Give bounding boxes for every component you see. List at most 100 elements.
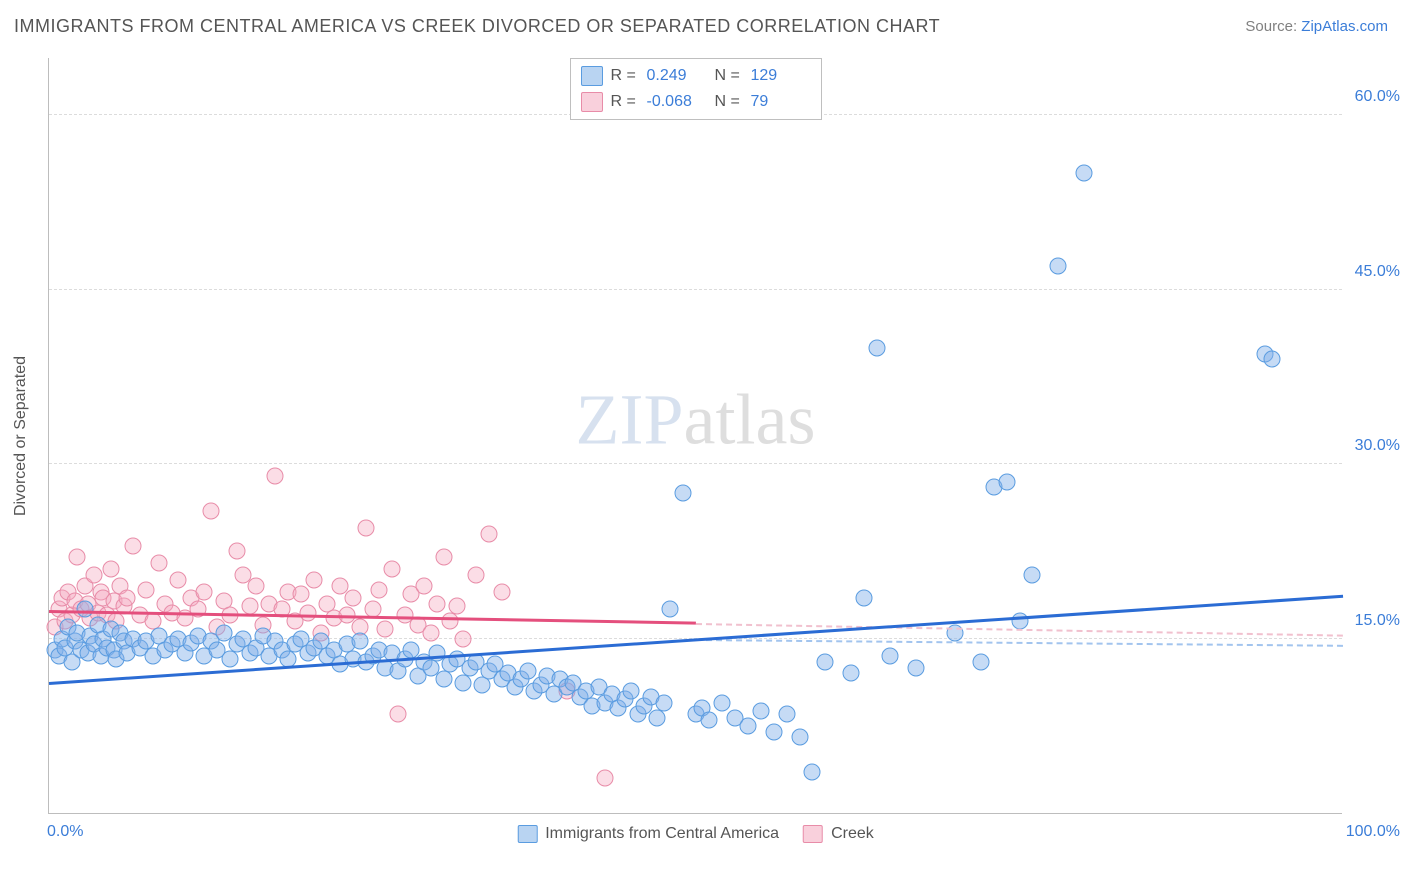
scatter-point-pink: [228, 543, 245, 560]
gridline: [49, 289, 1342, 290]
scatter-point-blue: [804, 764, 821, 781]
scatter-point-pink: [468, 566, 485, 583]
scatter-point-pink: [241, 597, 258, 614]
scatter-point-blue: [1024, 566, 1041, 583]
scatter-point-pink: [422, 624, 439, 641]
scatter-point-blue: [817, 653, 834, 670]
scatter-point-pink: [138, 581, 155, 598]
legend-item-blue: Immigrants from Central America: [517, 825, 779, 843]
scatter-point-pink: [442, 613, 459, 630]
y-tick-label: 30.0%: [1346, 437, 1400, 455]
scatter-point-pink: [377, 621, 394, 638]
scatter-point-blue: [455, 674, 472, 691]
scatter-point-pink: [358, 520, 375, 537]
scatter-point-blue: [351, 632, 368, 649]
legend-label-blue: Immigrants from Central America: [545, 825, 779, 843]
legend-stats: R = 0.249 N = 129 R = -0.068 N = 79: [570, 58, 822, 120]
scatter-point-pink: [455, 630, 472, 647]
scatter-point-blue: [623, 682, 640, 699]
n-value-pink: 79: [751, 93, 811, 111]
legend-item-pink: Creek: [803, 825, 874, 843]
scatter-point-blue: [739, 717, 756, 734]
scatter-point-blue: [222, 651, 239, 668]
source-prefix: Source:: [1245, 18, 1301, 35]
swatch-pink-icon: [803, 825, 823, 843]
scatter-point-blue: [700, 711, 717, 728]
plot-area: ZIPatlas R = 0.249 N = 129 R = -0.068 N …: [48, 58, 1342, 814]
scatter-point-blue: [1050, 258, 1067, 275]
source-attrib: Source: ZipAtlas.com: [1245, 18, 1388, 35]
scatter-point-pink: [416, 578, 433, 595]
scatter-point-pink: [69, 549, 86, 566]
scatter-point-pink: [597, 770, 614, 787]
swatch-pink-icon: [581, 92, 603, 112]
watermark: ZIPatlas: [576, 379, 816, 462]
scatter-point-pink: [248, 578, 265, 595]
scatter-point-blue: [869, 339, 886, 356]
y-tick-label: 15.0%: [1346, 612, 1400, 630]
scatter-point-blue: [77, 601, 94, 618]
scatter-point-pink: [435, 549, 452, 566]
scatter-point-pink: [299, 604, 316, 621]
scatter-point-pink: [202, 502, 219, 519]
scatter-point-blue: [1263, 351, 1280, 368]
x-tick-0: 0.0%: [47, 823, 83, 841]
scatter-point-pink: [448, 597, 465, 614]
scatter-point-blue: [519, 663, 536, 680]
scatter-point-blue: [907, 659, 924, 676]
r-value-pink: -0.068: [647, 93, 707, 111]
scatter-point-pink: [125, 537, 142, 554]
gridline: [49, 463, 1342, 464]
scatter-point-blue: [791, 729, 808, 746]
scatter-point-pink: [429, 595, 446, 612]
scatter-point-blue: [765, 723, 782, 740]
scatter-point-blue: [713, 694, 730, 711]
swatch-blue-icon: [517, 825, 537, 843]
scatter-point-blue: [778, 706, 795, 723]
scatter-point-pink: [103, 560, 120, 577]
scatter-point-blue: [752, 702, 769, 719]
scatter-point-blue: [675, 485, 692, 502]
scatter-point-pink: [118, 589, 135, 606]
scatter-point-blue: [1076, 165, 1093, 182]
n-label: N =: [715, 67, 743, 85]
y-tick-label: 45.0%: [1346, 263, 1400, 281]
scatter-point-pink: [170, 572, 187, 589]
scatter-point-pink: [306, 572, 323, 589]
scatter-point-blue: [435, 671, 452, 688]
scatter-point-blue: [972, 653, 989, 670]
trendline: [696, 639, 1343, 647]
scatter-point-blue: [856, 589, 873, 606]
n-label: N =: [715, 93, 743, 111]
legend-row-pink: R = -0.068 N = 79: [581, 89, 811, 115]
r-label: R =: [611, 67, 639, 85]
legend-series: Immigrants from Central America Creek: [517, 825, 874, 843]
watermark-bold: ZIP: [576, 380, 684, 460]
r-value-blue: 0.249: [647, 67, 707, 85]
scatter-point-pink: [493, 584, 510, 601]
n-value-blue: 129: [751, 67, 811, 85]
r-label: R =: [611, 93, 639, 111]
scatter-point-pink: [370, 581, 387, 598]
scatter-point-blue: [882, 648, 899, 665]
scatter-point-pink: [390, 706, 407, 723]
source-link[interactable]: ZipAtlas.com: [1301, 18, 1388, 35]
scatter-point-blue: [998, 473, 1015, 490]
scatter-point-pink: [345, 589, 362, 606]
scatter-point-pink: [480, 525, 497, 542]
scatter-point-pink: [196, 584, 213, 601]
scatter-point-blue: [662, 601, 679, 618]
chart-title: IMMIGRANTS FROM CENTRAL AMERICA VS CREEK…: [14, 16, 940, 37]
legend-label-pink: Creek: [831, 825, 874, 843]
scatter-point-pink: [150, 554, 167, 571]
swatch-blue-icon: [581, 66, 603, 86]
scatter-point-blue: [843, 665, 860, 682]
x-tick-100: 100.0%: [1346, 823, 1400, 841]
y-tick-label: 60.0%: [1346, 88, 1400, 106]
scatter-point-blue: [649, 709, 666, 726]
scatter-point-pink: [267, 467, 284, 484]
watermark-thin: atlas: [684, 380, 816, 460]
legend-row-blue: R = 0.249 N = 129: [581, 63, 811, 89]
scatter-point-blue: [655, 694, 672, 711]
scatter-point-pink: [293, 586, 310, 603]
